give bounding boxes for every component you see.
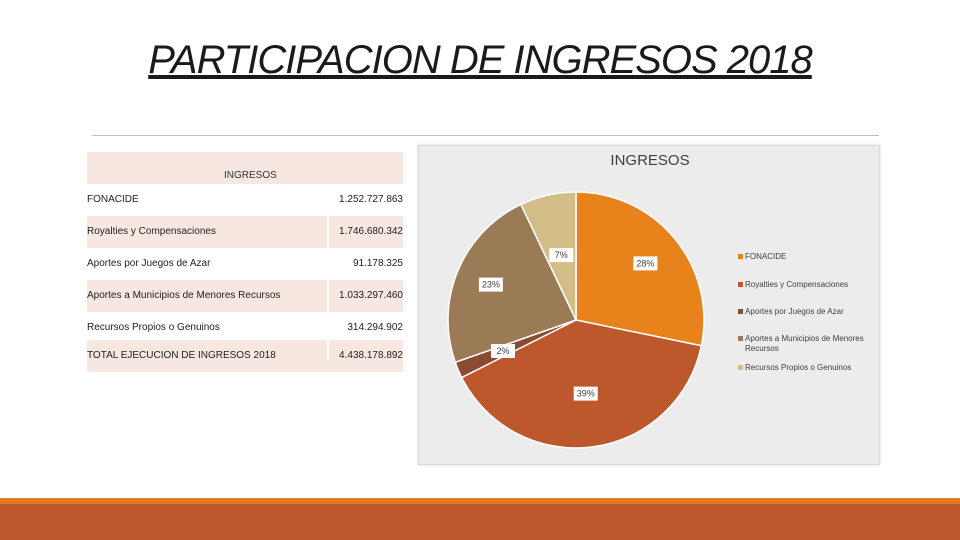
row-label: Aportes por Juegos de Azar [87, 258, 211, 269]
table-header-label: INGRESOS [224, 170, 277, 181]
row-label: Recursos Propios o Genuinos [87, 322, 220, 333]
chart-title: INGRESOS [610, 152, 690, 169]
footer-bar [0, 498, 960, 540]
legend-item: Aportes a Municipios de Menores Recursos [738, 334, 873, 354]
legend-label: Aportes por Juegos de Azar [745, 307, 844, 316]
row-value: 4.438.178.892 [339, 350, 403, 361]
row-label: TOTAL EJECUCION DE INGRESOS 2018 [87, 350, 276, 361]
legend-item: FONACIDE [738, 252, 873, 262]
legend-label: Aportes a Municipios de Menores Recursos [745, 334, 864, 353]
chart-frame [418, 145, 880, 465]
legend-item: Royalties y Compensaciones [738, 280, 873, 290]
legend-item: Recursos Propios o Genuinos [738, 363, 873, 373]
table-row: Recursos Propios o Genuinos 314.294.902 [87, 312, 403, 344]
legend-swatch [738, 309, 743, 314]
row-value: 91.178.325 [352, 258, 403, 269]
table-row: FONACIDE 1.252.727.863 [87, 184, 403, 216]
table-header: INGRESOS [87, 152, 403, 184]
legend-label: Royalties y Compensaciones [745, 280, 849, 289]
row-label: Royalties y Compensaciones [87, 226, 216, 237]
row-label: FONACIDE [87, 194, 139, 205]
row-value: 314.294.902 [347, 322, 403, 333]
legend-item: Aportes por Juegos de Azar [738, 307, 873, 317]
slide-title: PARTICIPACION DE INGRESOS 2018 [148, 38, 813, 82]
row-value: 1.033.297.460 [339, 290, 403, 301]
legend-swatch [738, 336, 743, 341]
table-row: TOTAL EJECUCION DE INGRESOS 2018 4.438.1… [87, 340, 403, 372]
table-row: Royalties y Compensaciones 1.746.680.342 [87, 216, 403, 248]
legend-swatch [738, 254, 743, 259]
row-value: 1.746.680.342 [339, 226, 403, 237]
table-row: Aportes a Municipios de Menores Recursos… [87, 280, 403, 312]
row-value: 1.252.727.863 [339, 194, 403, 205]
title-divider [92, 135, 879, 136]
table-row: Aportes por Juegos de Azar 91.178.325 [87, 248, 403, 280]
legend-label: Recursos Propios o Genuinos [745, 363, 852, 372]
legend-swatch [738, 282, 743, 287]
row-label: Aportes a Municipios de Menores Recursos [87, 290, 281, 301]
footer-stripe [0, 498, 960, 504]
legend-label: FONACIDE [745, 252, 787, 261]
table-column-divider [327, 184, 329, 360]
legend-swatch [738, 365, 743, 370]
